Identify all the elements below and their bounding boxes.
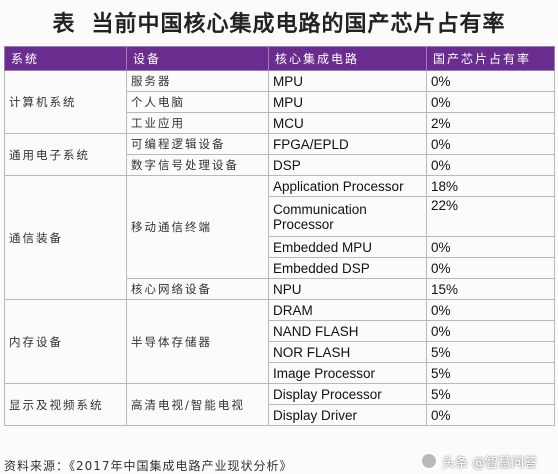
- ic-cell: Display Driver: [268, 404, 427, 426]
- device-cell: 数字信号处理设备: [126, 154, 269, 176]
- share-cell: 5%: [426, 383, 555, 405]
- table-row: 通用电子系统 可编程逻辑设备 FPGA/EPLD 0%: [4, 133, 555, 176]
- title-lead: 表: [52, 12, 76, 37]
- system-cell: 显示及视频系统: [4, 383, 127, 426]
- device-cell: 可编程逻辑设备: [126, 133, 269, 155]
- table-row: 通信装备 移动通信终端 Application Processor 18%: [4, 175, 555, 300]
- ic-cell: DRAM: [268, 299, 427, 321]
- ic-cell: MCU: [268, 112, 427, 134]
- ic-cell: FPGA/EPLD: [268, 133, 427, 155]
- share-cell: 0%: [426, 320, 555, 342]
- share-cell: 0%: [426, 70, 555, 92]
- watermark-text: 头条 @智慧问答: [442, 455, 538, 471]
- ic-cell: Communication Processor: [268, 196, 427, 237]
- ic-cell: MPU: [268, 91, 427, 113]
- share-cell: 18%: [426, 175, 555, 197]
- table-row: 内存设备 半导体存储器 DRAM 0%: [4, 299, 555, 384]
- header-ic: 核心集成电路: [268, 46, 427, 71]
- system-cell: 通用电子系统: [4, 133, 127, 176]
- share-cell: 0%: [426, 91, 555, 113]
- table-row: 核心网络设备 NPU 15%: [5, 278, 555, 300]
- table-row: 计算机系统 服务器 MPU 0%: [4, 70, 555, 134]
- ic-cell: Embedded DSP: [268, 257, 427, 279]
- ic-cell: DSP: [268, 154, 427, 176]
- header-system: 系统: [4, 46, 127, 71]
- source-note: 资料来源：《2017年中国集成电路产业现状分析》: [4, 459, 293, 473]
- toutiao-logo-icon: [420, 452, 438, 470]
- ic-cell: NAND FLASH: [268, 320, 427, 342]
- system-cell: 内存设备: [4, 299, 127, 384]
- page-title: 表当前中国核心集成电路的国产芯片占有率: [0, 6, 558, 38]
- device-cell: 工业应用: [126, 112, 269, 134]
- title-text: 当前中国核心集成电路的国产芯片占有率: [91, 12, 506, 37]
- device-cell: 个人电脑: [126, 91, 269, 113]
- device-cell: 服务器: [126, 70, 269, 92]
- table-row: Communication Processor 22%: [5, 196, 555, 237]
- share-cell: 15%: [426, 278, 555, 300]
- share-cell: 2%: [426, 112, 555, 134]
- table-row: 工业应用 MCU 2%: [5, 112, 555, 134]
- share-cell: 0%: [426, 257, 555, 279]
- share-cell: 0%: [426, 133, 555, 155]
- ic-cell: NPU: [268, 278, 427, 300]
- table-row: 个人电脑 MPU 0%: [5, 91, 555, 113]
- ic-cell: MPU: [268, 70, 427, 92]
- device-cell: 核心网络设备: [126, 278, 269, 300]
- device-cell: 移动通信终端: [126, 175, 269, 279]
- ic-cell: Image Processor: [268, 362, 427, 384]
- ic-cell: Embedded MPU: [268, 236, 427, 258]
- share-cell: 5%: [426, 362, 555, 384]
- table-header-row: 系统 设备 核心集成电路 国产芯片占有率: [4, 46, 555, 71]
- share-cell: 22%: [426, 196, 555, 237]
- table-row: Embedded MPU 0%: [5, 236, 555, 258]
- ic-share-table: 系统 设备 核心集成电路 国产芯片占有率 计算机系统 服务器 MPU 0% 个人…: [4, 46, 555, 426]
- ic-cell: NOR FLASH: [268, 341, 427, 363]
- device-cell: 高清电视/智能电视: [126, 383, 269, 426]
- share-cell: 0%: [426, 154, 555, 176]
- header-device: 设备: [126, 46, 269, 71]
- header-share: 国产芯片占有率: [426, 46, 555, 71]
- table-row: 显示及视频系统 高清电视/智能电视 Display Processor 5%: [4, 383, 555, 426]
- device-cell: 半导体存储器: [126, 299, 269, 384]
- table-row: Display Driver 0%: [5, 404, 555, 426]
- table-row: NOR FLASH 5%: [5, 341, 555, 363]
- ic-cell: Display Processor: [268, 383, 427, 405]
- share-cell: 0%: [426, 236, 555, 258]
- ic-cell: Application Processor: [268, 175, 427, 197]
- system-cell: 计算机系统: [4, 70, 127, 134]
- share-cell: 0%: [426, 299, 555, 321]
- table-row: Image Processor 5%: [5, 362, 555, 384]
- share-cell: 5%: [426, 341, 555, 363]
- watermark: 头条 @智慧问答: [420, 450, 554, 472]
- share-cell: 0%: [426, 404, 555, 426]
- system-cell: 通信装备: [4, 175, 127, 300]
- table-row: Embedded DSP 0%: [5, 257, 555, 279]
